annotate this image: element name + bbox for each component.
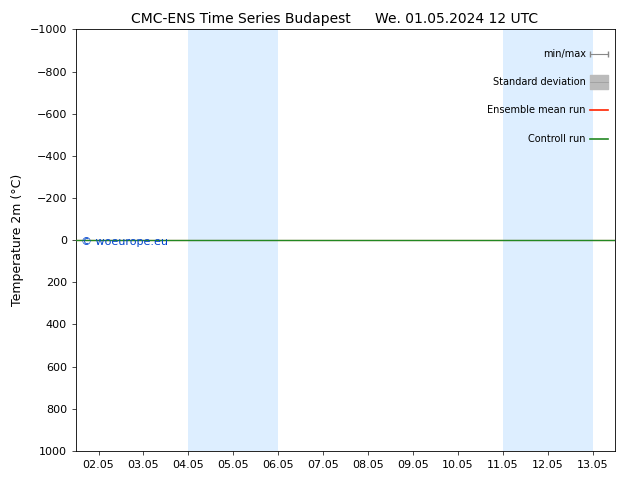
- Bar: [548, 29, 593, 451]
- Text: © woeurope.eu: © woeurope.eu: [81, 237, 169, 247]
- Text: CMC-ENS Time Series Budapest: CMC-ENS Time Series Budapest: [131, 12, 351, 26]
- Bar: [233, 29, 278, 451]
- Y-axis label: Temperature 2m (°C): Temperature 2m (°C): [11, 174, 24, 306]
- Bar: [188, 29, 233, 451]
- Text: We. 01.05.2024 12 UTC: We. 01.05.2024 12 UTC: [375, 12, 538, 26]
- Bar: [503, 29, 548, 451]
